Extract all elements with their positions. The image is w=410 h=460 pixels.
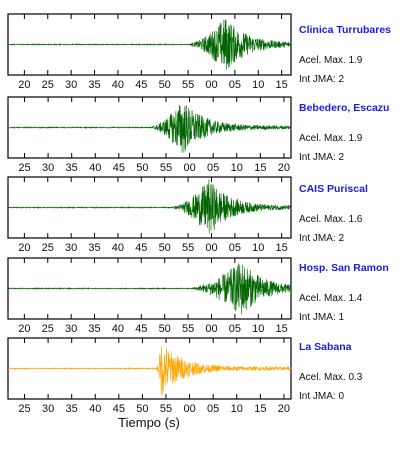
x-tick-label: 10 [252, 323, 264, 335]
jma-intensity-label: Int JMA: 2 [299, 233, 345, 244]
x-tick-label: 00 [205, 323, 217, 335]
station-info: Bebedero, Escazu Acel. Max. 1.9 Int JMA: 2 [299, 102, 407, 163]
x-tick-label: 50 [159, 242, 171, 254]
x-tick-label: 35 [66, 403, 78, 415]
x-tick-label: 30 [42, 162, 54, 174]
x-tick-label: 50 [136, 403, 148, 415]
x-tick-label: 40 [112, 323, 124, 335]
x-tick-label: 40 [89, 403, 101, 415]
x-tick-label: 05 [229, 323, 241, 335]
max-acceleration-label: Acel. Max. 1.6 [299, 214, 363, 225]
x-tick-label: 15 [276, 79, 288, 91]
x-tick-label: 20 [278, 162, 290, 174]
x-tick-label: 25 [42, 242, 54, 254]
x-tick-label: 15 [254, 403, 266, 415]
station-info: Clinica Turrubares Acel. Max. 1.9 Int JMA:… [299, 24, 407, 85]
x-tick-label: 25 [42, 79, 54, 91]
station-name: CAIS Puriscal [299, 183, 368, 195]
max-acceleration-label: Acel. Max. 1.9 [299, 55, 363, 66]
x-tick-label: 50 [159, 323, 171, 335]
jma-intensity-label: Int JMA: 2 [299, 74, 345, 85]
panel-5: 25 30 35 40 45 50 55 00 05 10 15 20 [7, 337, 292, 415]
x-tick-label: 45 [113, 403, 125, 415]
x-tick-label: 30 [65, 323, 77, 335]
x-tick-label: 00 [205, 242, 217, 254]
panel-3: 20 25 30 35 40 45 50 55 00 05 10 15 [7, 176, 292, 254]
x-tick-label: 30 [65, 242, 77, 254]
x-tick-label: 05 [229, 79, 241, 91]
x-tick-label: 40 [89, 162, 101, 174]
panel-2: 25 30 35 40 45 50 55 00 05 10 15 20 [7, 96, 292, 174]
x-tick-label: 45 [135, 242, 147, 254]
x-tick-label: 55 [182, 242, 194, 254]
x-tick-label: 00 [183, 403, 195, 415]
station-name: La Sabana [299, 341, 352, 353]
x-tick-label: 55 [182, 79, 194, 91]
station-name: Bebedero, Escazu [299, 102, 390, 114]
x-tick-label: 55 [160, 403, 172, 415]
x-tick-label: 00 [183, 162, 195, 174]
x-tick-label: 35 [66, 162, 78, 174]
x-tick-label: 10 [231, 403, 243, 415]
x-tick-label: 35 [88, 242, 100, 254]
station-name: Hosp. San Ramon [299, 262, 389, 274]
x-tick-label: 15 [276, 242, 288, 254]
panel-4: 20 25 30 35 40 45 50 55 00 05 10 15 [7, 257, 292, 335]
x-tick-label: 10 [252, 242, 264, 254]
max-acceleration-label: Acel. Max. 1.4 [299, 293, 363, 304]
x-tick-label: 20 [278, 403, 290, 415]
x-tick-label: 55 [182, 323, 194, 335]
jma-intensity-label: Int JMA: 2 [299, 152, 345, 163]
station-info: La Sabana Acel. Max. 0.3 Int JMA: 0 [299, 341, 407, 402]
x-tick-label: 10 [252, 79, 264, 91]
jma-intensity-label: Int JMA: 0 [299, 391, 345, 402]
x-tick-label: 45 [135, 323, 147, 335]
waveform-trace [7, 345, 292, 395]
x-tick-label: 45 [135, 79, 147, 91]
x-tick-label: 05 [207, 403, 219, 415]
station-name: Clinica Turrubares [299, 24, 391, 36]
x-tick-label: 20 [18, 242, 30, 254]
x-tick-label: 25 [18, 162, 30, 174]
x-tick-label: 00 [205, 79, 217, 91]
station-info: Hosp. San Ramon Acel. Max. 1.4 Int JMA: 1 [299, 262, 407, 323]
x-tick-label: 05 [207, 162, 219, 174]
x-tick-label: 15 [254, 162, 266, 174]
x-tick-label: 45 [113, 162, 125, 174]
station-info: CAIS Puriscal Acel. Max. 1.6 Int JMA: 2 [299, 183, 407, 244]
x-tick-label: 50 [159, 79, 171, 91]
waveform-trace [7, 19, 292, 70]
x-tick-label: 30 [42, 403, 54, 415]
waveform-trace [7, 263, 292, 315]
x-axis-label: Tiempo (s) [118, 415, 180, 430]
x-tick-label: 55 [160, 162, 172, 174]
x-tick-label: 20 [18, 79, 30, 91]
x-tick-label: 25 [18, 403, 30, 415]
panel-1: 20 25 30 35 40 45 50 55 00 05 10 15 [7, 13, 292, 91]
max-acceleration-label: Acel. Max. 0.3 [299, 372, 363, 383]
x-tick-label: 20 [18, 323, 30, 335]
waveform-trace [7, 105, 292, 153]
x-tick-label: 35 [88, 323, 100, 335]
max-acceleration-label: Acel. Max. 1.9 [299, 133, 363, 144]
x-tick-label: 40 [112, 242, 124, 254]
jma-intensity-label: Int JMA: 1 [299, 312, 345, 323]
x-tick-label: 35 [88, 79, 100, 91]
x-tick-label: 30 [65, 79, 77, 91]
x-tick-label: 15 [276, 323, 288, 335]
x-tick-label: 05 [229, 242, 241, 254]
x-tick-label: 40 [112, 79, 124, 91]
waveform-trace [7, 179, 292, 234]
x-tick-label: 10 [231, 162, 243, 174]
x-tick-label: 50 [136, 162, 148, 174]
x-tick-label: 25 [42, 323, 54, 335]
